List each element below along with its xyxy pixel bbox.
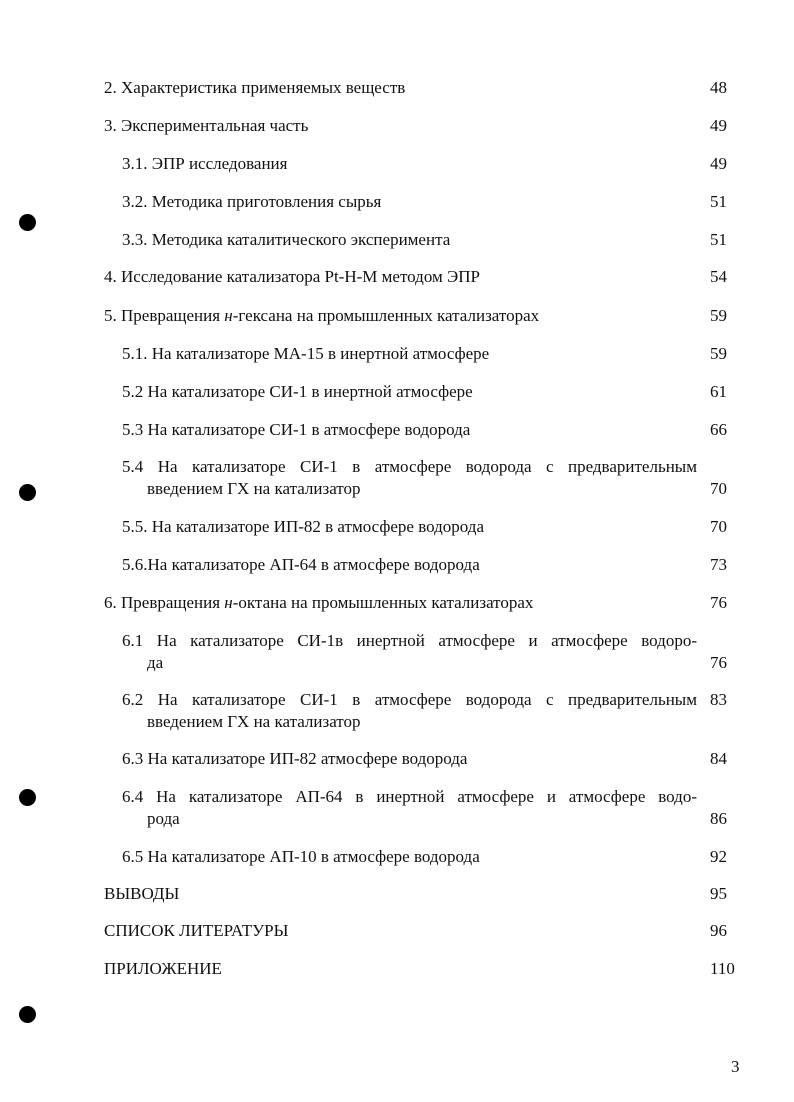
punch-hole <box>19 214 36 231</box>
title-part-italic: н <box>224 593 233 612</box>
toc-page-number: 66 <box>710 420 727 439</box>
toc-entry-title: да <box>147 653 164 672</box>
punch-hole <box>19 789 36 806</box>
page-number: 3 <box>731 1057 740 1076</box>
toc-entry-title: введением ГХ на катализатор <box>147 479 361 498</box>
toc-entry-title: 5.2 На катализаторе СИ-1 в инертной атмо… <box>122 382 473 401</box>
toc-entry-title: 3.1. ЭПР исследования <box>122 154 288 173</box>
toc-page-number: 59 <box>710 306 727 325</box>
toc-entry-title: СПИСОК ЛИТЕРАТУРЫ <box>104 921 289 940</box>
toc-entry-title: 6.1 На катализаторе СИ-1в инертной атмос… <box>122 631 697 650</box>
toc-entry-title: ПРИЛОЖЕНИЕ <box>104 959 222 978</box>
toc-page-number: 61 <box>710 382 727 401</box>
punch-hole <box>19 484 36 501</box>
toc-entry-title: 5.1. На катализаторе МА-15 в инертной ат… <box>122 344 490 363</box>
toc-page-number: 73 <box>710 555 727 574</box>
toc-entry-title: 4. Исследование катализатора Pt-H-M мето… <box>104 267 480 286</box>
toc-page-number: 92 <box>710 847 727 866</box>
toc-entry-title: 6.5 На катализаторе АП-10 в атмосфере во… <box>122 847 480 866</box>
toc-entry-title: 3.3. Методика каталитического эксперимен… <box>122 230 451 249</box>
toc-page-number: 86 <box>710 809 727 828</box>
toc-page-number: 84 <box>710 749 727 768</box>
toc-page-number: 76 <box>710 653 727 672</box>
toc-entry-title: введением ГХ на катализатор <box>147 712 361 731</box>
toc-page-number: 76 <box>710 593 727 612</box>
toc-entry-title: 5.6.На катализаторе АП-64 в атмосфере во… <box>122 555 480 574</box>
toc-page-number: 70 <box>710 517 727 536</box>
toc-entry-title: 3.2. Методика приготовления сырья <box>122 192 382 211</box>
toc-page-number: 110 <box>710 959 735 978</box>
toc-page-number: 51 <box>710 230 727 249</box>
toc-page-number: 51 <box>710 192 727 211</box>
toc-entry-title: 6.4 На катализаторе АП-64 в инертной атм… <box>122 787 697 806</box>
toc-page-number: 70 <box>710 479 727 498</box>
toc-page-number: 95 <box>710 884 727 903</box>
toc-page-number: 54 <box>710 267 727 286</box>
toc-entry-title: рода <box>147 809 180 828</box>
toc-entry-title: 6. Превращения н-октана на промышленных … <box>104 592 533 614</box>
title-part-suffix: -октана на промышленных катализаторах <box>232 593 534 612</box>
toc-entry-title: 5.5. На катализаторе ИП-82 в атмосфере в… <box>122 517 485 536</box>
toc-page-number: 59 <box>710 344 727 363</box>
punch-hole <box>19 1006 36 1023</box>
title-part-suffix: -гексана на промышленных катализаторах <box>232 306 540 325</box>
toc-page-number: 49 <box>710 116 727 135</box>
toc-entry-title: 6.3 На катализаторе ИП-82 атмосфере водо… <box>122 749 468 768</box>
toc-entry-title: 5.4 На катализаторе СИ-1 в атмосфере вод… <box>122 457 697 476</box>
title-part-italic: н <box>224 306 233 325</box>
title-part-prefix: 6. Превращения <box>104 593 225 612</box>
toc-entry-title: 3. Экспериментальная часть <box>104 116 309 135</box>
toc-entry-title: 2. Характеристика применяемых веществ <box>104 78 406 97</box>
toc-page-number: 49 <box>710 154 727 173</box>
toc-entry-title: 5.3 На катализаторе СИ-1 в атмосфере вод… <box>122 420 471 439</box>
toc-page-number: 48 <box>710 78 727 97</box>
toc-entry-title: 6.2 На катализаторе СИ-1 в атмосфере вод… <box>122 690 697 709</box>
title-part-prefix: 5. Превращения <box>104 306 225 325</box>
toc-entry-title: 5. Превращения н-гексана на промышленных… <box>104 305 539 327</box>
toc-entry-title: ВЫВОДЫ <box>104 884 180 903</box>
toc-page-number: 96 <box>710 921 727 940</box>
toc-page-number: 83 <box>710 690 727 709</box>
